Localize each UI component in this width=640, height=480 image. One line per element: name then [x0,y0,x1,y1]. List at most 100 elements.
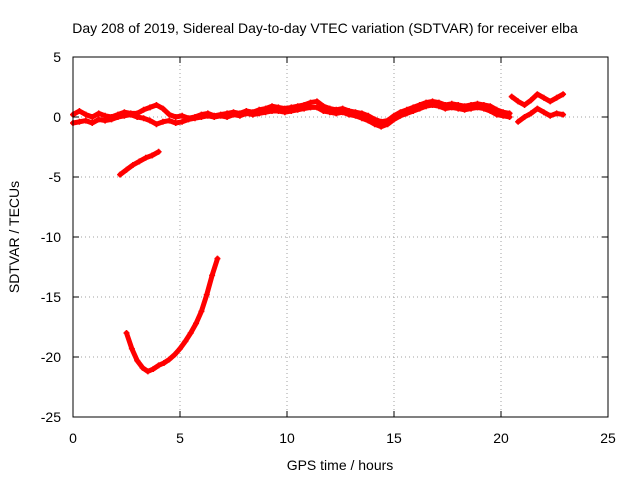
data-point [108,116,115,123]
data-point [256,110,263,117]
data-point [307,104,314,111]
data-point [230,111,237,118]
data-point [455,105,462,112]
data-point [76,118,83,125]
data-point [560,91,567,98]
data-point [121,112,128,119]
data-point [521,102,528,108]
data-point [155,148,162,155]
data-point [547,112,554,119]
data-point [166,117,173,124]
data-point [339,109,346,116]
data-point [553,110,560,117]
data-point [147,104,154,111]
data-point [320,108,327,114]
x-tick-label: 15 [386,430,402,446]
series-lower-band [70,102,513,130]
chart-title: Day 208 of 2019, Sidereal Day-to-day VTE… [72,20,578,36]
data-point [410,108,417,114]
data-point [352,112,359,119]
x-tick-label: 10 [279,430,295,446]
data-point [527,110,534,117]
data-point [185,116,192,123]
data-point [474,104,481,111]
data-point [102,117,109,124]
data-point [155,362,162,369]
data-point [128,345,135,352]
data-point [224,114,231,120]
data-point [249,111,256,118]
data-point [117,171,124,178]
data-point [378,123,385,130]
y-tick-label: 0 [53,109,61,125]
data-point [560,111,567,118]
data-point [217,112,224,119]
data-point [172,120,179,126]
data-point [527,97,534,104]
data-point [166,111,173,118]
data-point [177,345,183,352]
data-point [139,364,146,371]
data-point [140,106,147,113]
data-point [136,158,143,165]
data-point [534,91,541,98]
data-point [191,115,198,122]
data-point [301,105,308,112]
data-point [281,109,288,116]
data-point [147,117,154,124]
data-point [403,110,410,117]
data-point [553,94,560,101]
data-point [129,162,136,168]
data-point [493,111,500,118]
data-point [211,114,218,120]
data-point [508,93,515,100]
data-point [540,94,547,101]
data-point [159,105,166,112]
data-point [95,116,102,123]
data-point [435,103,442,110]
data-point [288,108,295,114]
data-point [204,112,211,119]
data-point [480,105,487,112]
data-point [153,102,160,108]
data-point [547,98,554,105]
data-point [262,109,269,116]
data-point [123,166,130,173]
data-point [214,255,221,262]
data-point [275,108,282,114]
data-point [144,368,151,375]
y-tick-label: -25 [41,409,61,425]
data-point [448,104,455,111]
data-point [540,109,547,116]
data-point [166,356,173,363]
data-point [429,102,436,108]
data-point [461,106,468,113]
data-point [76,108,83,114]
data-point [515,118,522,125]
data-point [134,357,141,364]
data-point [89,114,96,120]
data-point [397,112,404,119]
series-late-upper [508,91,567,108]
data-point [114,114,121,120]
series-late-lower [515,105,567,125]
data-point [333,110,340,117]
data-point [236,112,243,119]
data-point [384,121,391,128]
data-point [521,114,528,120]
data-point [313,104,320,111]
data-point [172,114,179,120]
data-point [365,117,372,124]
data-point [150,366,157,372]
data-point [313,98,320,105]
data-point [82,117,89,124]
data-point [193,320,200,327]
data-point [203,291,210,298]
x-tick-label: 0 [69,430,77,446]
data-point [140,115,147,122]
data-points [70,91,567,375]
data-point [179,112,186,119]
data-point [487,108,494,114]
data-point [209,272,216,279]
